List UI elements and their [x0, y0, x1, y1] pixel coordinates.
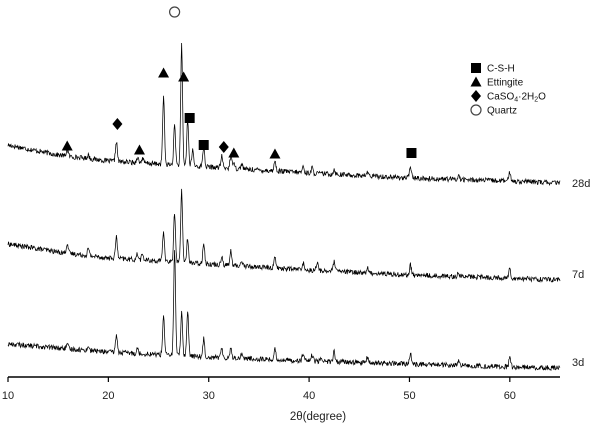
x-axis: 10 20 30 40 50 60	[2, 376, 560, 402]
x-axis-title: 2θ(degree)	[290, 411, 346, 423]
legend-square-icon	[471, 63, 481, 73]
triangle-marker-8	[61, 140, 73, 151]
circle-marker-0	[169, 6, 181, 18]
square-marker-5	[406, 148, 417, 158]
curves-group	[7, 43, 561, 372]
curve-label-3d: 3d	[572, 357, 584, 369]
x-tick-label-20: 20	[102, 390, 114, 402]
legend: C-S-H Ettingite CaSO4·2H2O Quartz	[470, 63, 546, 117]
legend-triangle-icon	[470, 76, 482, 87]
legend-label-3: Quartz	[487, 106, 517, 117]
legend-circle-icon	[470, 104, 482, 116]
x-tick-label-30: 30	[203, 390, 215, 402]
curve-label-28d: 28d	[572, 178, 590, 190]
square-marker-3	[184, 113, 195, 123]
square-marker-4	[198, 140, 209, 150]
peak-markers-group	[61, 6, 417, 159]
diamond-marker-6	[112, 118, 123, 130]
triangle-marker-9	[133, 144, 145, 155]
curve-28d	[7, 43, 561, 187]
x-tick-label-50: 50	[403, 390, 415, 402]
curve-labels-group: 28d 7d 3d	[572, 178, 590, 369]
curve-3d	[7, 250, 561, 372]
triangle-marker-2	[178, 71, 190, 82]
legend-label-1: Ettingite	[487, 78, 524, 89]
diamond-marker-7	[218, 141, 229, 153]
legend-diamond-icon	[471, 90, 481, 102]
triangle-marker-11	[269, 148, 281, 159]
x-tick-label-10: 10	[2, 390, 14, 402]
legend-label-0: C-S-H	[487, 64, 515, 75]
legend-label-2: CaSO4·2H2O	[487, 92, 546, 104]
x-tick-label-40: 40	[303, 390, 315, 402]
x-tick-label-60: 60	[504, 390, 516, 402]
triangle-marker-10	[228, 147, 240, 158]
triangle-marker-1	[158, 67, 170, 78]
curve-7d	[7, 188, 561, 283]
curve-label-7d: 7d	[572, 269, 584, 281]
